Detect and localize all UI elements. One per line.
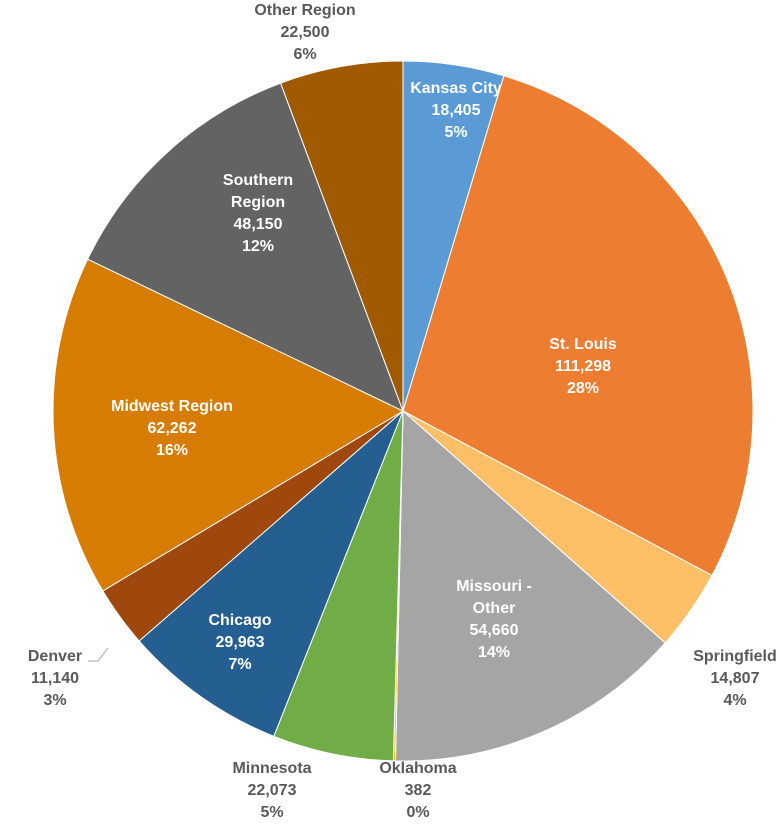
data-label: Midwest Region 62,262 16% <box>72 396 272 462</box>
pie-slice <box>52 258 405 592</box>
value-label: 22,500 <box>280 24 330 41</box>
percent-label: 12% <box>241 238 275 255</box>
data-label: Springfield 14,807 4% <box>635 646 784 712</box>
data-label: Minnesota 22,073 5% <box>172 758 372 824</box>
category-label: Other Region <box>254 2 356 19</box>
category-label: Minnesota <box>232 760 312 777</box>
value-label: 22,073 <box>247 782 297 799</box>
value-label: 111,298 <box>554 358 612 375</box>
category-label: Denver <box>27 648 83 665</box>
data-label: Missouri - Other 54,660 14% <box>439 576 549 664</box>
percent-label: 3% <box>43 692 67 709</box>
value-label: 29,963 <box>215 634 265 651</box>
percent-label: 14% <box>477 644 511 661</box>
data-label: Oklahoma 382 0% <box>318 758 518 824</box>
data-label: Chicago 29,963 7% <box>140 610 340 676</box>
category-label: Springfield <box>693 648 777 665</box>
value-label: 14,807 <box>710 670 760 687</box>
category-label: Chicago <box>208 612 272 629</box>
category-label: Southern Region <box>222 172 294 211</box>
leader-line <box>88 647 109 662</box>
data-label: Kansas City 18,405 5% <box>356 78 556 144</box>
value-label: 11,140 <box>30 670 80 687</box>
pie-slice <box>86 82 404 412</box>
value-label: 382 <box>404 782 432 799</box>
data-label: St. Louis 111,298 28% <box>483 334 683 400</box>
data-label: Southern Region 48,150 12% <box>203 170 313 258</box>
percent-label: 4% <box>723 692 747 709</box>
percent-label: 7% <box>228 656 252 673</box>
data-label: Other Region 22,500 6% <box>205 0 405 66</box>
category-label: Oklahoma <box>379 760 457 777</box>
percent-label: 16% <box>155 442 189 459</box>
pie-slice <box>394 409 666 762</box>
data-label: Denver 11,140 3% <box>0 646 115 712</box>
pie-slice <box>138 410 404 737</box>
pie-slice <box>402 75 754 577</box>
percent-label: 0% <box>406 804 430 821</box>
percent-label: 28% <box>566 380 600 397</box>
percent-label: 5% <box>260 804 284 821</box>
category-label: Missouri - Other <box>456 578 532 617</box>
value-label: 62,262 <box>147 420 197 437</box>
value-label: 48,150 <box>233 216 283 233</box>
category-label: Midwest Region <box>111 398 233 415</box>
category-label: Kansas City <box>410 80 502 97</box>
value-label: 18,405 <box>431 102 481 119</box>
category-label: St. Louis <box>549 336 617 353</box>
value-label: 54,660 <box>469 622 519 639</box>
percent-label: 5% <box>444 124 468 141</box>
pie-slice <box>279 60 404 412</box>
percent-label: 6% <box>293 46 317 63</box>
